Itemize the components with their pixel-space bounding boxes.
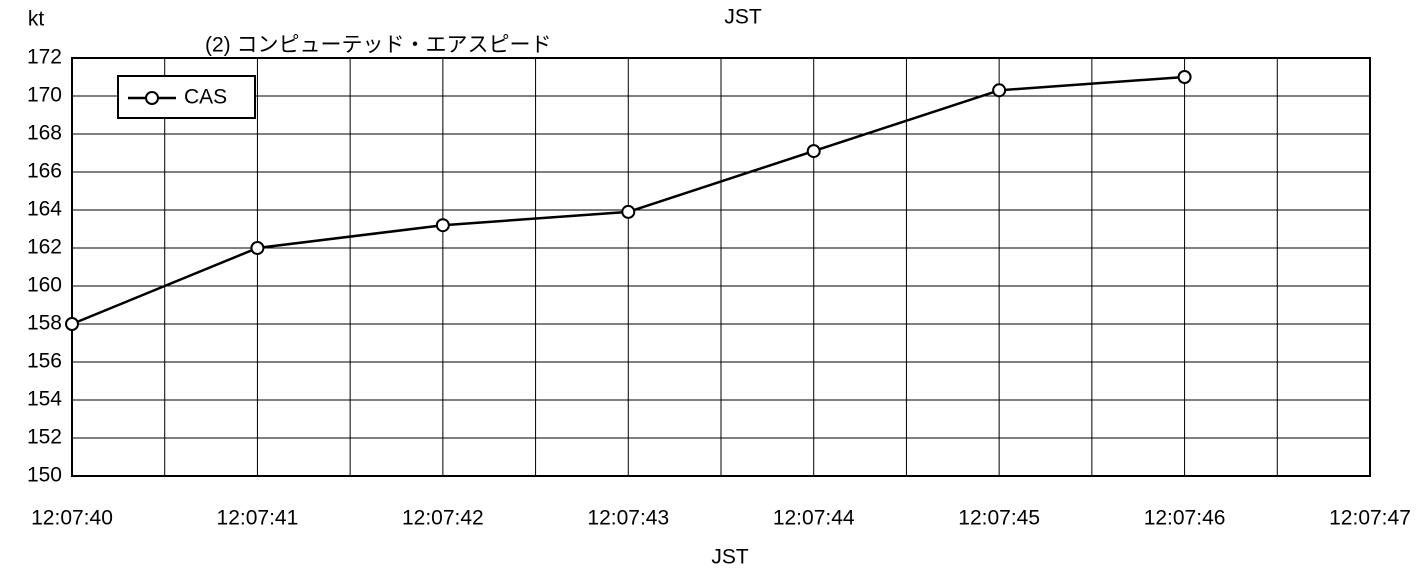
data-point [65,317,79,331]
y-tick-label: 170 [27,84,62,107]
x-tick-label: 12:07:41 [217,507,299,530]
data-point [992,83,1007,98]
x-tick-label: 12:07:43 [587,507,669,530]
data-point [806,144,821,159]
data-point [250,241,265,255]
y-tick-label: 164 [27,198,62,221]
x-tick-label: 12:07:40 [31,507,113,530]
y-tick-label: 160 [27,274,62,297]
y-tick-label: 156 [27,350,62,373]
data-point [435,218,450,233]
y-tick-label: 150 [27,464,62,487]
x-tick-label: 12:07:45 [958,507,1040,530]
legend-label: CAS [184,86,227,109]
y-tick-label: 166 [27,160,62,183]
x-tick-label: 12:07:42 [402,507,484,530]
x-tick-label: 12:07:46 [1144,507,1226,530]
data-point [621,204,636,219]
y-tick-label: 162 [27,236,62,259]
x-axis-label: JST [711,546,749,569]
y-axis-label: kt [28,8,45,31]
chart-title: (2) コンピューテッド・エアスピード [205,34,552,57]
plot-frame [71,57,1371,477]
top-label: JST [724,6,762,29]
y-tick-label: 158 [27,312,62,335]
y-tick-label: 152 [27,426,62,449]
y-tick-label: 168 [27,122,62,145]
y-tick-label: 172 [27,46,62,69]
y-tick-label: 154 [27,388,62,411]
x-tick-label: 12:07:44 [773,507,855,530]
x-tick-label: 12:07:47 [1329,507,1411,530]
legend-marker [145,91,159,105]
data-point [1177,70,1192,84]
